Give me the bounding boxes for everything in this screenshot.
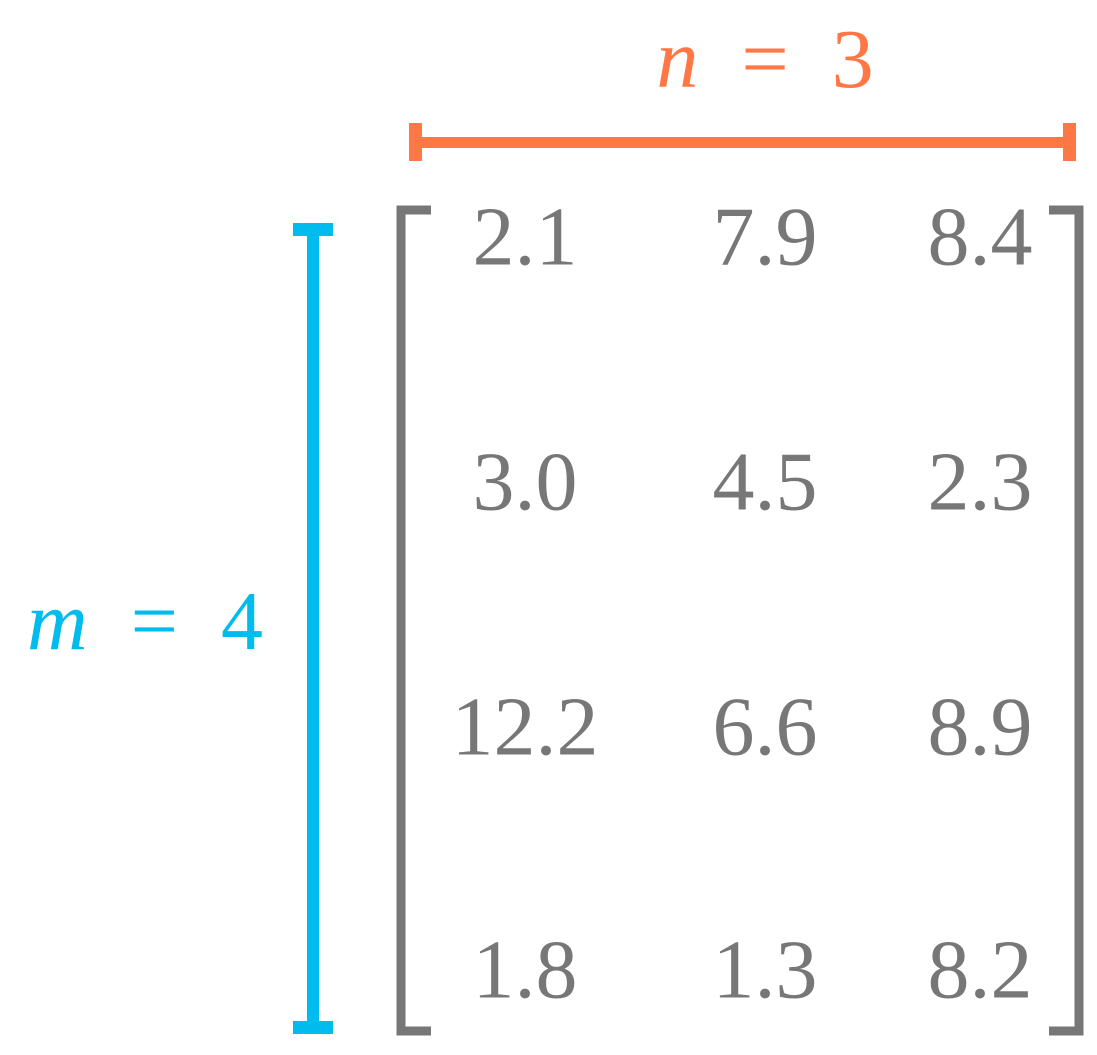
row-value: 4	[221, 575, 263, 668]
column-relation: =	[741, 13, 788, 106]
row-dimension: m = 4	[27, 223, 333, 1034]
matrix-entry: 12.2	[452, 680, 599, 773]
right-bracket	[1049, 205, 1084, 1036]
matrix-entry: 1.3	[713, 923, 818, 1016]
matrix-entry: 8.9	[928, 680, 1033, 773]
row-bar-cap	[293, 223, 333, 236]
matrix-brackets	[396, 205, 1084, 1036]
column-label: n = 3	[656, 13, 873, 106]
row-bar-cap	[293, 1021, 333, 1034]
column-value: 3	[832, 13, 874, 106]
matrix-entry: 2.1	[473, 190, 578, 283]
row-bar	[307, 228, 319, 1028]
matrix-entry: 8.2	[928, 923, 1033, 1016]
column-symbol: n	[656, 13, 698, 106]
matrix-entry: 7.9	[713, 190, 818, 283]
matrix-entry: 1.8	[473, 923, 578, 1016]
matrix-entry: 8.4	[928, 190, 1033, 283]
row-label: m = 4	[27, 575, 263, 668]
matrix-entry: 6.6	[713, 680, 818, 773]
row-symbol: m	[27, 575, 88, 668]
left-bracket	[396, 205, 431, 1036]
matrix-entry: 3.0	[473, 435, 578, 528]
matrix-entries: 2.1 7.9 8.4 3.0 4.5 2.3 12.2 6.6 8.9 1.8 1.3 8.2	[452, 190, 1033, 1016]
column-bar-cap	[409, 123, 422, 161]
matrix-entry: 2.3	[928, 435, 1033, 528]
column-dimension: n = 3	[409, 13, 1076, 161]
row-relation: =	[131, 575, 178, 668]
matrix-entry: 4.5	[713, 435, 818, 528]
column-bar	[415, 137, 1070, 148]
column-bar-cap	[1063, 123, 1076, 161]
